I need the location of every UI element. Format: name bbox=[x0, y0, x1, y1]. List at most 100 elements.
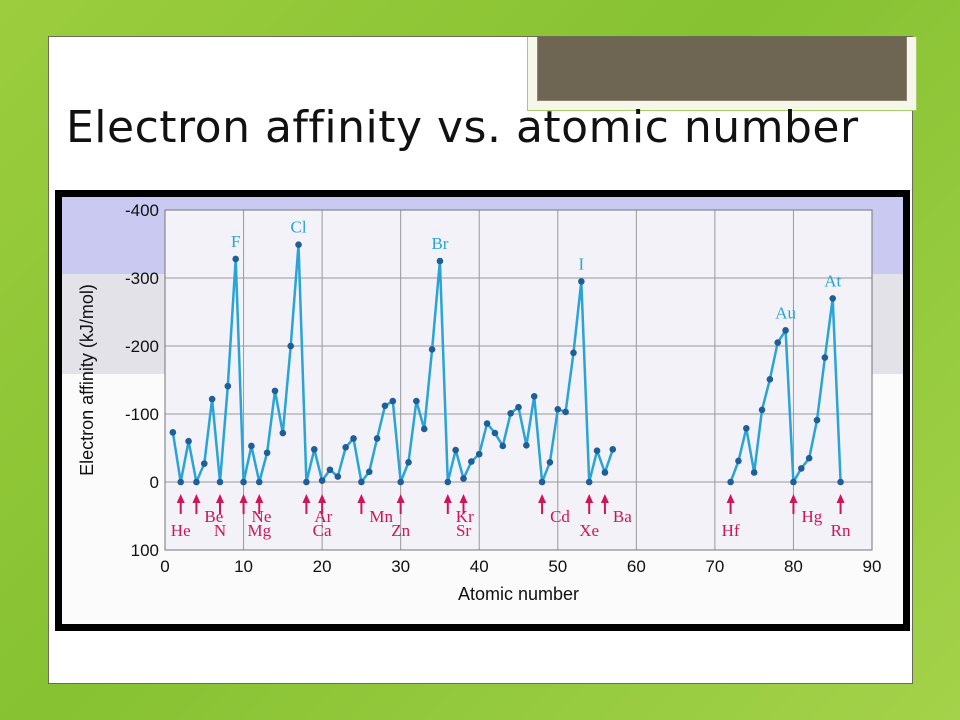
arrows-layer bbox=[176, 494, 845, 514]
x-tick-label: 40 bbox=[470, 557, 489, 576]
element-label: Kr bbox=[456, 507, 474, 526]
data-point bbox=[593, 447, 601, 455]
slide-title: Electron affinity vs. atomic number bbox=[66, 102, 859, 153]
slide-tab-decoration bbox=[527, 37, 917, 111]
data-point bbox=[373, 435, 381, 442]
data-point bbox=[208, 395, 216, 403]
data-point bbox=[743, 424, 750, 432]
element-label: Hg bbox=[801, 507, 822, 526]
x-tick-label: 20 bbox=[313, 557, 332, 576]
y-tick-label: -200 bbox=[125, 337, 159, 356]
data-point bbox=[609, 446, 617, 453]
data-point bbox=[255, 478, 263, 486]
element-arrowhead bbox=[396, 494, 405, 503]
data-point bbox=[177, 478, 185, 486]
element-label: Rn bbox=[831, 521, 851, 540]
data-point bbox=[365, 468, 373, 476]
data-point bbox=[475, 450, 483, 458]
element-arrowhead bbox=[538, 494, 547, 503]
x-tick-label: 50 bbox=[548, 557, 567, 576]
data-point bbox=[460, 475, 467, 482]
element-arrowhead bbox=[357, 494, 366, 503]
x-tick-label: 90 bbox=[863, 557, 882, 576]
peak-label: Cl bbox=[291, 218, 307, 237]
data-point bbox=[452, 446, 459, 454]
x-axis-title: Atomic number bbox=[458, 584, 579, 604]
data-point bbox=[389, 397, 397, 405]
slide-tab-inner bbox=[537, 37, 907, 101]
data-point bbox=[405, 458, 412, 466]
data-point bbox=[200, 460, 208, 467]
data-point bbox=[578, 278, 585, 285]
peak-label: Br bbox=[431, 234, 448, 253]
element-arrowhead bbox=[585, 494, 594, 503]
chart-frame: F Cl Br I Au At He Be N Ne Mg Ar Ca Mn Zn Kr Sr Cd Xe Ba Hf H… bbox=[55, 190, 910, 631]
element-label: Hf bbox=[722, 521, 740, 540]
data-point bbox=[279, 429, 287, 437]
data-point bbox=[546, 458, 554, 466]
x-tick-label: 30 bbox=[391, 557, 410, 576]
data-point bbox=[263, 449, 271, 457]
data-point bbox=[436, 257, 444, 265]
data-point bbox=[837, 478, 844, 486]
data-point bbox=[499, 442, 507, 450]
element-arrowhead bbox=[302, 494, 311, 503]
element-arrowhead bbox=[600, 494, 609, 503]
data-point bbox=[216, 478, 224, 486]
element-label: Zn bbox=[391, 521, 410, 540]
data-point bbox=[538, 478, 546, 486]
data-point bbox=[381, 402, 389, 410]
y-tick-label: -400 bbox=[125, 201, 159, 220]
data-point bbox=[735, 457, 742, 465]
data-point bbox=[342, 444, 349, 451]
data-point bbox=[444, 478, 452, 486]
points-layer bbox=[169, 241, 844, 486]
y-tick-label: 100 bbox=[131, 541, 159, 560]
element-label: Mg bbox=[247, 521, 271, 540]
data-point bbox=[350, 435, 357, 442]
x-tick-label: 10 bbox=[234, 557, 253, 576]
data-point bbox=[326, 466, 334, 474]
element-arrowhead bbox=[459, 494, 468, 503]
element-label: Ba bbox=[613, 507, 632, 526]
y-tick-label: 0 bbox=[150, 473, 159, 492]
data-point bbox=[287, 342, 294, 350]
data-point bbox=[554, 405, 562, 413]
element-arrowhead bbox=[176, 494, 185, 503]
element-label: Ne bbox=[252, 507, 272, 526]
element-label: Cd bbox=[550, 507, 570, 526]
data-point bbox=[727, 478, 734, 486]
data-point bbox=[805, 454, 813, 462]
element-arrowhead bbox=[239, 494, 248, 503]
data-point bbox=[790, 478, 797, 486]
data-point bbox=[491, 429, 499, 437]
data-point bbox=[821, 354, 829, 361]
element-arrowhead bbox=[789, 494, 798, 503]
grid bbox=[164, 209, 873, 551]
peak-label: I bbox=[579, 254, 585, 273]
element-arrowhead bbox=[318, 494, 327, 503]
data-point bbox=[428, 346, 436, 353]
data-point bbox=[358, 478, 365, 486]
x-tick-label: 70 bbox=[705, 557, 724, 576]
data-point bbox=[515, 403, 522, 411]
data-point bbox=[774, 339, 782, 346]
data-point bbox=[303, 478, 310, 486]
element-arrowhead bbox=[726, 494, 735, 503]
element-label: Xe bbox=[579, 521, 599, 540]
peak-label: Au bbox=[775, 303, 796, 322]
data-point bbox=[240, 478, 247, 486]
peak-label: F bbox=[231, 232, 240, 251]
data-point bbox=[318, 477, 326, 484]
element-label: Ar bbox=[314, 507, 332, 526]
element-label: Sr bbox=[456, 521, 471, 540]
data-point bbox=[562, 408, 569, 416]
data-point bbox=[585, 478, 593, 486]
data-point bbox=[483, 420, 491, 427]
x-tick-label: 80 bbox=[784, 557, 803, 576]
data-point bbox=[601, 469, 609, 476]
element-label: Ca bbox=[313, 521, 332, 540]
element-arrowhead bbox=[836, 494, 845, 503]
data-point bbox=[224, 382, 232, 390]
x-tick-label: 0 bbox=[160, 557, 169, 576]
